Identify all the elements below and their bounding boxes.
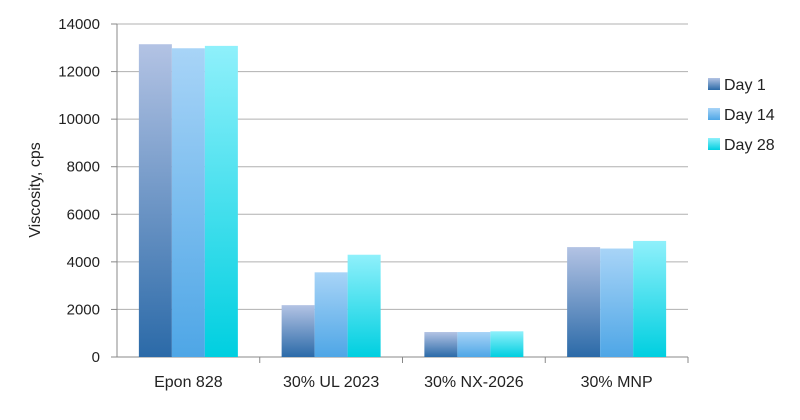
legend-label: Day 28: [724, 137, 775, 154]
y-tick-label: 4000: [67, 254, 100, 271]
legend: Day 1 Day 14 Day 28: [708, 77, 775, 154]
bars: [138, 44, 667, 358]
y-tick-label: 10000: [58, 111, 100, 128]
y-tick-label: 12000: [58, 64, 100, 81]
legend-swatch-day-14: [708, 108, 720, 120]
y-axis-label: Viscosity, cps: [27, 142, 44, 237]
x-category-label: 30% NX-2026: [424, 374, 524, 391]
bar-day-1-2: [424, 332, 458, 357]
y-tick-label: 2000: [67, 301, 100, 318]
bar-day-28-1: [347, 254, 381, 357]
y-tick-label: 6000: [67, 206, 100, 223]
y-tick-label: 0: [92, 349, 100, 366]
bar-day-14-3: [600, 248, 634, 357]
legend-swatch-day-28: [708, 138, 720, 150]
y-tick-label: 14000: [58, 16, 100, 33]
x-category-label: 30% UL 2023: [283, 374, 379, 391]
bar-day-14-0: [171, 48, 205, 358]
x-category-label: 30% MNP: [581, 374, 653, 391]
bar-day-1-0: [138, 44, 172, 357]
bar-day-14-2: [457, 332, 491, 357]
legend-label: Day 1: [724, 77, 766, 94]
bar-day-1-3: [567, 247, 601, 357]
bar-day-28-3: [633, 240, 667, 357]
y-tick-labels: 0 2000 4000 6000 8000 10000 12000 14000: [58, 16, 100, 366]
legend-swatch-day-1: [708, 78, 720, 90]
x-category-labels: Epon 828 30% UL 2023 30% NX-2026 30% MNP: [154, 374, 653, 391]
legend-label: Day 14: [724, 107, 775, 124]
bar-day-14-1: [314, 272, 348, 357]
x-category-label: Epon 828: [154, 374, 223, 391]
bar-day-28-0: [204, 45, 238, 357]
bar-day-28-2: [490, 331, 524, 357]
bar-day-1-1: [281, 305, 315, 357]
y-tick-label: 8000: [67, 159, 100, 176]
